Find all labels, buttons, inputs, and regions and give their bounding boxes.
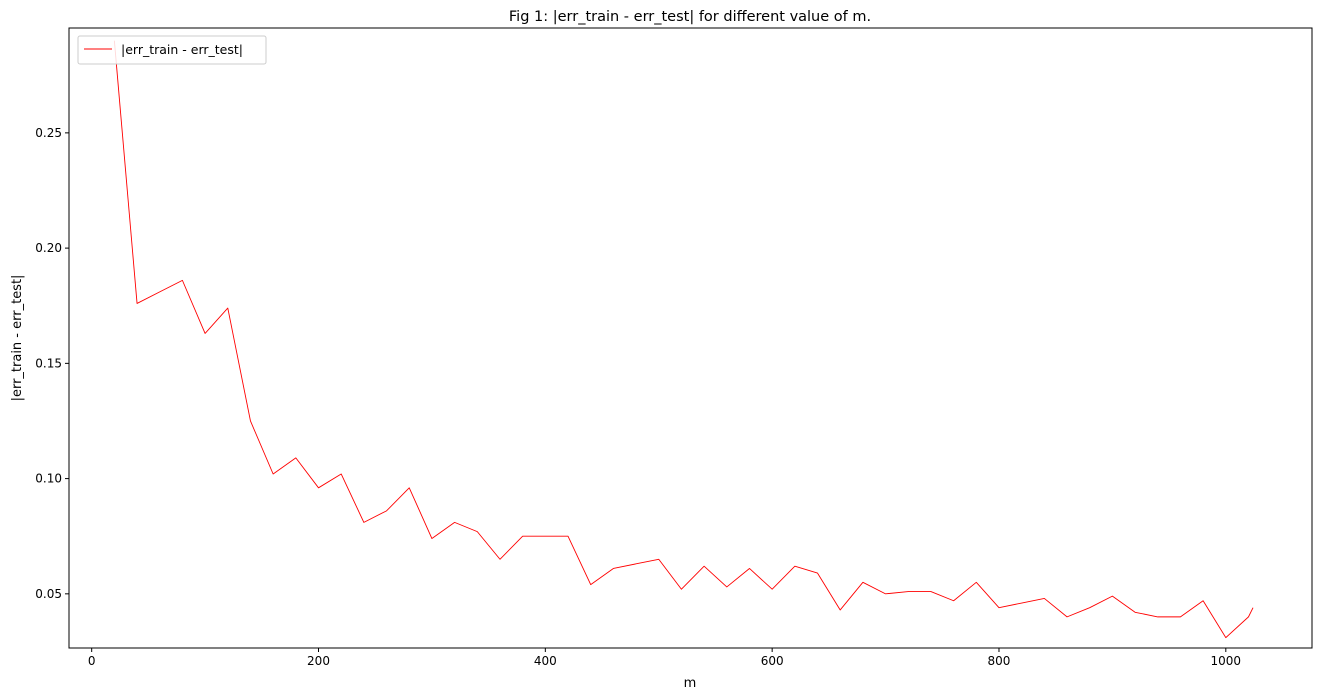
y-tick-label: 0.20 <box>35 241 62 255</box>
x-tick-label: 600 <box>761 654 784 668</box>
legend-box <box>77 35 267 65</box>
legend-label: |err_train - err_test| <box>121 42 243 57</box>
x-axis-label: m <box>684 676 697 691</box>
plot-frame <box>68 27 1313 649</box>
y-tick-label: 0.15 <box>35 356 62 370</box>
chart-title: Fig 1: |err_train - err_test| for differ… <box>509 9 871 25</box>
x-tick-label: 1000 <box>1211 654 1242 668</box>
axis-ticks: 0 200 400 600 800 1000 0.05 0.10 0.15 0.20 0.25 <box>35 126 1241 668</box>
x-tick-label: 0 <box>88 654 96 668</box>
y-tick-label: 0.05 <box>35 587 62 601</box>
x-tick-label: 400 <box>534 654 557 668</box>
legend: |err_train - err_test| <box>77 35 267 65</box>
y-tick-label: 0.25 <box>35 126 62 140</box>
x-tick-label: 200 <box>307 654 330 668</box>
y-tick-label: 0.10 <box>35 472 62 486</box>
series-line-0 <box>113 40 1254 639</box>
series-layer <box>113 40 1254 639</box>
x-tick-label: 800 <box>988 654 1011 668</box>
y-axis-label: |err_train - err_test| <box>10 275 25 402</box>
